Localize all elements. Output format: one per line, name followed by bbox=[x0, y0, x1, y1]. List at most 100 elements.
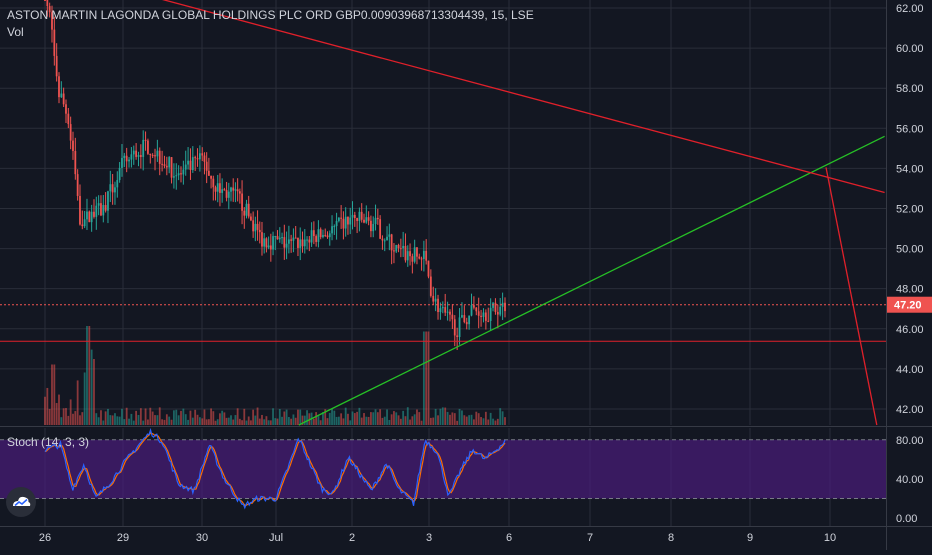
candle-body bbox=[370, 220, 372, 232]
volume-bar bbox=[137, 414, 140, 425]
candle-body bbox=[170, 157, 173, 178]
tradingview-logo-icon[interactable] bbox=[6, 487, 36, 517]
volume-bar bbox=[340, 413, 343, 425]
candle-body bbox=[236, 189, 239, 192]
volume-bar bbox=[411, 416, 414, 425]
volume-bar bbox=[72, 413, 74, 425]
volume-bar bbox=[48, 408, 51, 425]
volume-bar bbox=[326, 418, 329, 425]
volume-bar bbox=[247, 416, 250, 425]
volume-bar bbox=[55, 403, 58, 425]
candle-body bbox=[114, 187, 116, 193]
candle-body bbox=[121, 157, 123, 168]
candle-body bbox=[470, 305, 473, 316]
volume-bar bbox=[480, 417, 482, 425]
price-tick-label: 62.00 bbox=[896, 3, 924, 15]
volume-bar bbox=[130, 413, 133, 425]
candle-body bbox=[463, 315, 466, 323]
volume-bar bbox=[265, 416, 268, 425]
candle-body bbox=[267, 245, 270, 248]
volume-bar bbox=[128, 418, 130, 425]
candle-body bbox=[404, 245, 407, 261]
candle-body bbox=[225, 190, 228, 198]
candle-body bbox=[243, 210, 246, 216]
volume-bar bbox=[177, 415, 180, 425]
volume-bar bbox=[461, 410, 463, 425]
stoch-k-line bbox=[44, 427, 506, 510]
candle-body bbox=[427, 260, 430, 277]
volume-bar bbox=[333, 410, 336, 425]
candle-body bbox=[393, 250, 395, 252]
volume-bar bbox=[427, 331, 430, 425]
candle-body bbox=[489, 307, 492, 322]
price-tick-label: 54.00 bbox=[896, 163, 924, 175]
volume-bar bbox=[344, 407, 347, 425]
volume-bar bbox=[370, 412, 372, 425]
candle-body bbox=[395, 244, 398, 252]
candle-body bbox=[194, 157, 197, 159]
volume-bar bbox=[451, 412, 454, 425]
drawing-overlays[interactable] bbox=[0, 0, 886, 426]
volume-bar bbox=[104, 411, 107, 425]
candle-body bbox=[278, 237, 281, 240]
volume-bar bbox=[494, 420, 497, 425]
candle-body bbox=[48, 6, 51, 13]
candle-body bbox=[418, 256, 421, 259]
volume-bar bbox=[139, 408, 142, 425]
candle-body bbox=[79, 195, 81, 225]
volume-bar bbox=[496, 418, 499, 425]
candle-body bbox=[55, 55, 58, 77]
candle-body bbox=[406, 251, 409, 261]
candle-body bbox=[439, 308, 442, 313]
candle-body bbox=[144, 139, 147, 141]
candle-body bbox=[381, 238, 384, 241]
candle-body bbox=[44, 0, 46, 1]
candle-body bbox=[203, 155, 206, 162]
volume-bar bbox=[67, 415, 70, 425]
price-tick-label: 60.00 bbox=[896, 43, 924, 55]
candle-body bbox=[324, 234, 327, 236]
volume-bar bbox=[409, 419, 411, 425]
volume-bar bbox=[374, 409, 377, 425]
candle-body bbox=[482, 312, 485, 317]
volume-bar bbox=[287, 417, 290, 425]
candle-body bbox=[216, 183, 219, 192]
volume-bar bbox=[187, 419, 189, 425]
volume-label: Vol bbox=[7, 25, 24, 39]
candle-body bbox=[496, 311, 499, 315]
price-tick-label: 48.00 bbox=[896, 284, 924, 296]
volume-bar bbox=[173, 410, 175, 425]
candle-body bbox=[402, 245, 405, 249]
time-tick-label: 8 bbox=[668, 532, 674, 544]
volume-bar bbox=[416, 409, 418, 425]
candle-body bbox=[104, 204, 107, 211]
candle-body bbox=[432, 295, 435, 302]
volume-bar bbox=[342, 418, 345, 425]
candle-body bbox=[158, 150, 161, 164]
candle-body bbox=[250, 216, 252, 221]
candle-body bbox=[449, 311, 451, 315]
volume-bar bbox=[83, 372, 86, 425]
candle-body bbox=[499, 306, 502, 315]
volume-bar bbox=[406, 407, 409, 425]
volume-bar bbox=[363, 413, 365, 425]
volume-bar bbox=[473, 419, 475, 425]
candle-body bbox=[187, 160, 189, 165]
volume-bar bbox=[434, 408, 437, 425]
volume-bar bbox=[261, 414, 263, 425]
time-tick-label: 30 bbox=[196, 532, 208, 544]
volume-bar bbox=[225, 417, 228, 425]
volume-bar bbox=[158, 407, 161, 425]
candle-body bbox=[81, 224, 84, 227]
candle-body bbox=[388, 234, 391, 237]
candle-body bbox=[303, 239, 306, 247]
candle-body bbox=[386, 236, 388, 241]
volume-bar bbox=[241, 420, 243, 425]
volume-bar bbox=[107, 408, 109, 425]
volume-bar bbox=[294, 417, 297, 425]
candle-body bbox=[58, 76, 60, 98]
candle-body bbox=[390, 234, 393, 251]
candle-body bbox=[232, 187, 235, 191]
candle-body bbox=[487, 320, 490, 322]
